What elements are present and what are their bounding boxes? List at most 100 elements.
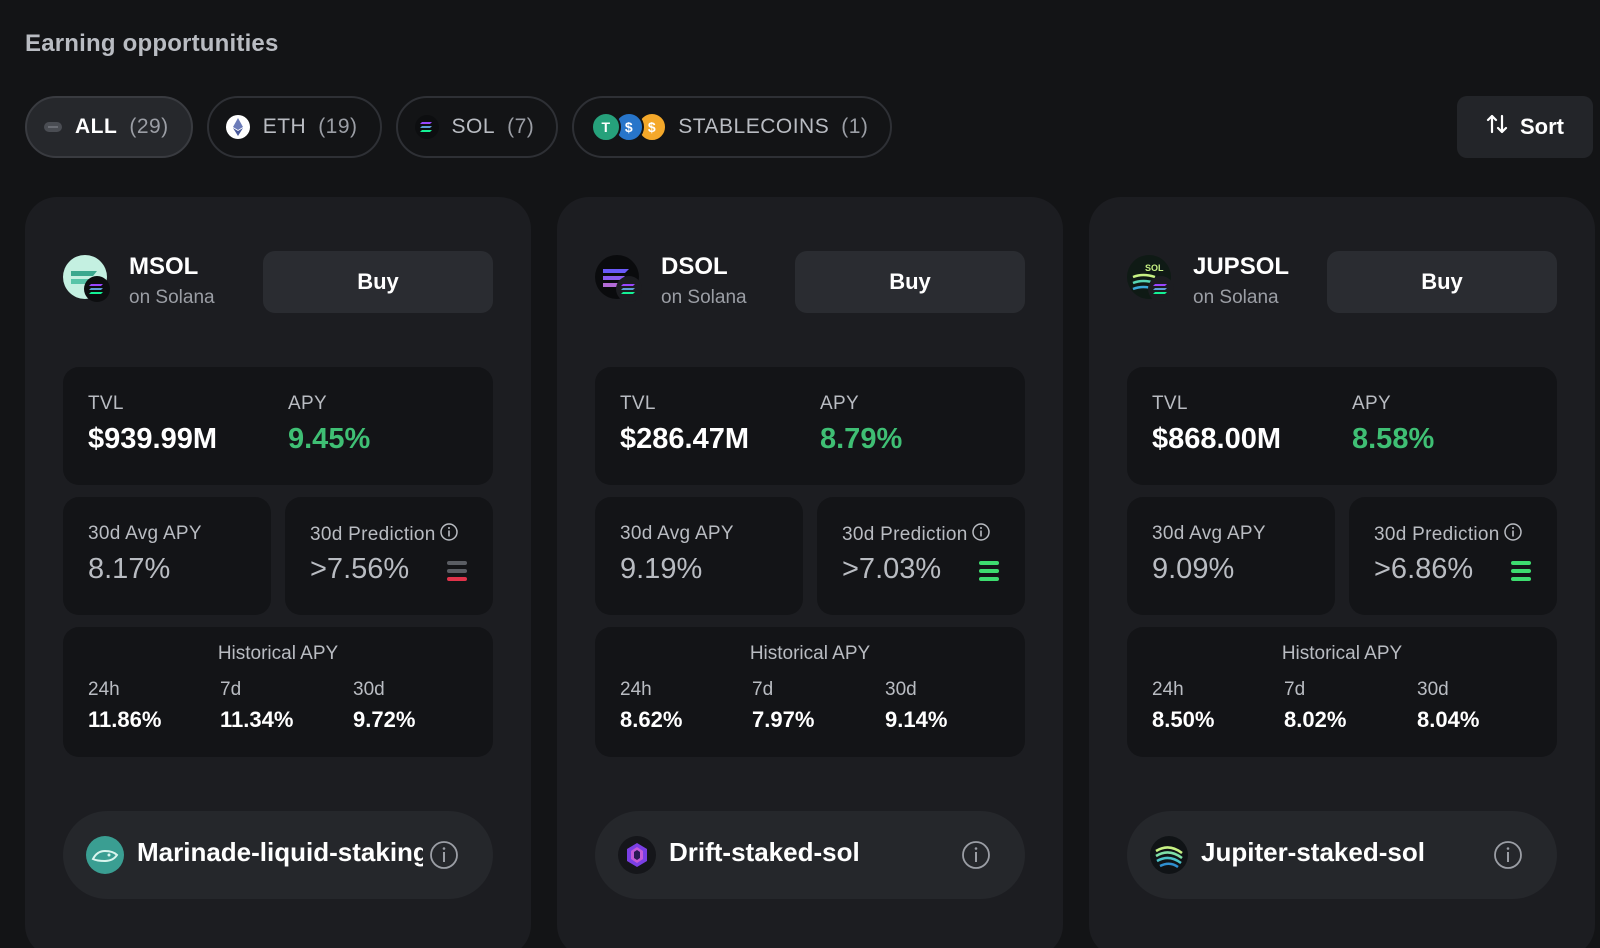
tvl-label: TVL [88,393,124,414]
tvl-value: $939.99M [88,423,217,455]
protocol-name: Jupiter-staked-sol [1201,837,1425,867]
historical-apy-24h: 24h 8.62% [620,679,682,733]
msol-token-icon [63,255,111,303]
filter-chip-sol[interactable]: SOL (7) [395,96,559,158]
filter-chip-eth[interactable]: ETH (19) [206,96,382,158]
eth-icon [225,114,251,140]
protocol-pill[interactable]: Marinade-liquid-staking [63,811,493,899]
buy-button[interactable]: Buy [795,251,1025,313]
apy-label: APY [820,393,859,414]
historical-apy-30d: 30d 9.14% [885,679,947,733]
period-value: 7.97% [752,707,815,732]
historical-apy-7d: 7d 11.34% [220,679,293,733]
tvl-label: TVL [620,393,656,414]
avg-apy-panel: 30d Avg APY 9.09% [1127,497,1335,615]
prediction-label: 30d Prediction [842,524,968,545]
sort-arrows-icon [1486,112,1508,142]
historical-apy-30d: 30d 9.72% [353,679,415,733]
period-value: 9.14% [885,707,948,732]
drift-icon [617,835,657,875]
period-value: 11.34% [220,707,294,732]
filter-chip-label: ALL [75,115,118,138]
period-value: 8.62% [620,707,683,732]
info-icon[interactable] [1493,840,1523,870]
apy-value: 8.79% [820,423,903,455]
filter-chip-count: (7) [507,115,535,138]
filter-chip-stablecoins[interactable]: $ $ T STABLECOINS (1) [572,96,893,158]
period-label: 24h [620,679,652,700]
asset-chain: on Solana [1193,287,1279,308]
filter-chip-all[interactable]: ALL (29) [25,96,193,158]
filter-chip-count: (1) [841,115,869,138]
svg-text:T: T [602,119,611,135]
period-label: 24h [88,679,120,700]
info-icon[interactable] [439,523,458,547]
avg-apy-value: 9.09% [1152,553,1235,585]
historical-apy-7d: 7d 8.02% [1284,679,1346,733]
protocol-pill[interactable]: Jupiter-staked-sol [1127,811,1557,899]
buy-button[interactable]: Buy [263,251,493,313]
prediction-label: 30d Prediction [1374,524,1500,545]
asset-name: DSOL [661,253,728,280]
period-value: 11.86% [88,707,162,732]
opportunity-card-msol: MSOL on Solana Buy TVL $939.99M APY 9.45… [25,197,531,948]
avg-apy-panel: 30d Avg APY 8.17% [63,497,271,615]
filter-chip-label: ETH [262,115,307,138]
svg-text:$: $ [625,119,633,135]
info-icon[interactable] [961,840,991,870]
jupiter-icon [1149,835,1189,875]
prediction-label-row: 30d Prediction [1374,523,1522,547]
protocol-pill[interactable]: Drift-staked-sol [595,811,1025,899]
marinade-icon [85,835,125,875]
info-icon[interactable] [1503,523,1522,547]
apy-label: APY [288,393,327,414]
svg-text:$: $ [648,119,656,135]
all-pill-icon [43,120,63,134]
prediction-label: 30d Prediction [310,524,436,545]
filter-chip-label: STABLECOINS [678,115,830,138]
historical-apy-panel: Historical APY 24h 8.50% 7d 8.02% 30d 8.… [1127,627,1557,757]
filter-bar: ALL (29) ETH (19) SOL (7) $ $ [25,96,893,158]
buy-button[interactable]: Buy [1327,251,1557,313]
period-label: 24h [1152,679,1184,700]
avg-apy-label: 30d Avg APY [88,523,202,544]
svg-text:SOL: SOL [1145,263,1164,273]
prediction-panel: 30d Prediction >7.56% [285,497,493,615]
historical-apy-7d: 7d 7.97% [752,679,814,733]
period-value: 8.04% [1417,707,1480,732]
period-label: 30d [885,679,917,700]
prediction-signal-down-icon [447,560,467,582]
sort-label: Sort [1520,114,1564,139]
opportunity-cards: MSOL on Solana Buy TVL $939.99M APY 9.45… [25,197,1595,948]
prediction-label-row: 30d Prediction [310,523,458,547]
tvl-apy-panel: TVL $286.47M APY 8.79% [595,367,1025,485]
opportunity-card-dsol: DSOL on Solana Buy TVL $286.47M APY 8.79… [557,197,1063,948]
sort-button[interactable]: Sort [1457,96,1593,158]
protocol-name: Marinade-liquid-staking [137,837,423,867]
asset-chain: on Solana [661,287,747,308]
filter-chip-count: (29) [129,115,169,138]
historical-apy-24h: 24h 8.50% [1152,679,1214,733]
tvl-value: $868.00M [1152,423,1281,455]
prediction-value: >6.86% [1374,553,1474,585]
avg-apy-label: 30d Avg APY [1152,523,1266,544]
tvl-apy-panel: TVL $939.99M APY 9.45% [63,367,493,485]
filter-chip-label: SOL [451,115,496,138]
info-icon[interactable] [429,840,459,870]
historical-apy-title: Historical APY [1281,643,1403,664]
avg-apy-label: 30d Avg APY [620,523,734,544]
historical-apy-30d: 30d 8.04% [1417,679,1479,733]
info-icon[interactable] [971,523,990,547]
period-value: 8.50% [1152,707,1215,732]
asset-name: JUPSOL [1193,253,1290,280]
prediction-panel: 30d Prediction >6.86% [1349,497,1557,615]
period-value: 8.02% [1284,707,1347,732]
jupsol-token-icon: SOL [1127,255,1175,303]
period-label: 30d [1417,679,1449,700]
apy-value: 8.58% [1352,423,1435,455]
prediction-value: >7.56% [310,553,410,585]
period-label: 30d [353,679,385,700]
period-value: 9.72% [353,707,416,732]
opportunity-card-jupsol: SOL JUPSOL on Solana Buy TVL $868.00M AP… [1089,197,1595,948]
